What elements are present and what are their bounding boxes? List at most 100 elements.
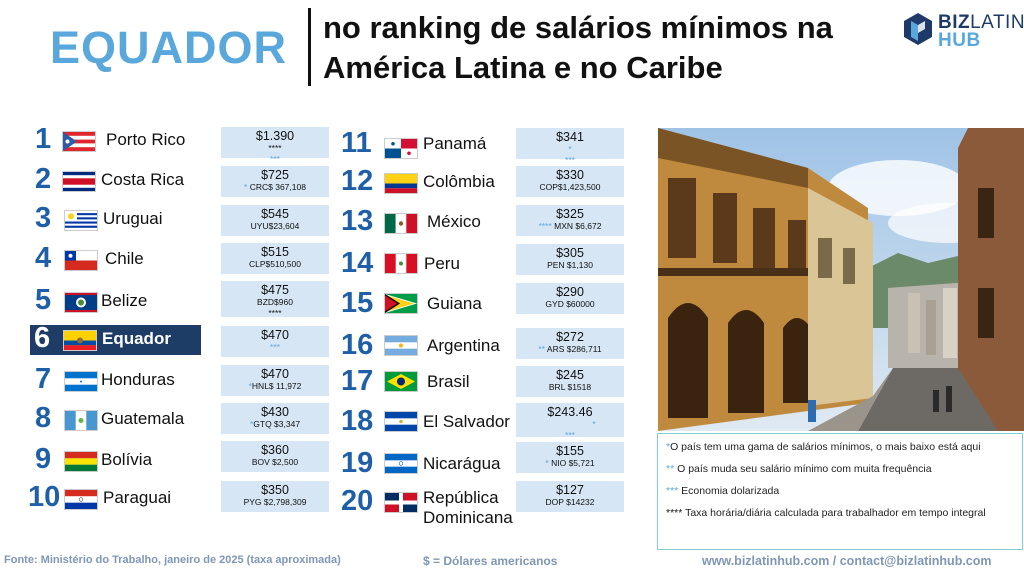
note-4: **** Taxa horária/diária calculada para … [666, 507, 986, 519]
wage-usd: $430 [261, 405, 289, 419]
ranking-row: 9 Bolívia [35, 443, 330, 476]
wage-box: $272 ** ARS $286,711 [516, 328, 624, 359]
wage-local: * CRC$ 367,108 [244, 182, 306, 192]
ranking-row: 5 Belize [35, 284, 330, 317]
wage-stars: **** [565, 144, 575, 165]
rank-number: 7 [35, 363, 52, 395]
flag-guatemala-icon [65, 411, 97, 430]
flag-belize-icon [65, 293, 97, 312]
wage-box: $515 CLP$510,500 [221, 243, 329, 274]
rank-number: 8 [35, 402, 52, 434]
wage-usd: $725 [261, 168, 289, 182]
wage-box: $545 UYU$23,604 [221, 205, 329, 236]
rank-number: 2 [35, 163, 52, 195]
wage-local: *HNL$ 11,972 [248, 381, 302, 391]
country-name: Belize [101, 291, 148, 310]
wage-usd: $325 [556, 207, 584, 221]
country-name: Uruguai [103, 209, 163, 228]
wage-usd: $350 [261, 483, 289, 497]
rank-number: 17 [341, 365, 374, 397]
wage-local: **** MXN $6,672 [538, 221, 602, 231]
country-name: Equador [102, 329, 171, 348]
wage-usd: $360 [261, 443, 289, 457]
wage-box: $341 * *** [516, 128, 624, 165]
ranking-row: 1 Porto Rico [35, 123, 330, 156]
country-name: Peru [424, 254, 460, 273]
flag-ecuador-icon [64, 331, 96, 350]
country-name: Brasil [427, 372, 470, 391]
wage-box: $475 BZD$960 **** [221, 281, 329, 318]
wage-stars: **** *** [268, 143, 282, 164]
country-name: México [427, 212, 481, 231]
wage-stars: *** [270, 342, 280, 352]
ranking-row: 12 Colômbia [341, 165, 631, 198]
country-name: Colômbia [423, 172, 495, 191]
wage-local: PEN $1,130 [547, 260, 593, 270]
logo-mark-icon [904, 13, 932, 45]
flag-chile-icon [65, 251, 97, 270]
wage-box: $1.390 **** *** [221, 127, 329, 164]
rank-number: 19 [341, 447, 374, 479]
flag-uruguay-icon [65, 211, 97, 230]
ranking-row: 11 Panamá [341, 127, 631, 160]
ranking-row: 18 El Salvador [341, 405, 631, 438]
wage-usd: $545 [261, 207, 289, 221]
footer-contact[interactable]: www.bizlatinhub.com / contact@bizlatinhu… [702, 554, 992, 568]
wage-box: $470 *HNL$ 11,972 [221, 365, 329, 396]
wage-box: $725 * CRC$ 367,108 [221, 166, 329, 197]
country-name: Argentina [427, 336, 500, 355]
ranking-row: 13 México [341, 205, 631, 238]
wage-local: * NIO $5,721 [545, 458, 595, 468]
flag-colombia-icon [385, 174, 417, 193]
wage-usd: $243.46 [547, 405, 593, 419]
wage-box: $430 *GTQ $3,347 [221, 403, 329, 434]
wage-box: $127 DOP $14232 [516, 481, 624, 512]
country-heading: EQUADOR [50, 22, 288, 73]
legend-notes: *O país tem uma gama de salários mínimos… [657, 433, 1023, 550]
rank-number: 18 [341, 405, 374, 437]
flag-paraguay-icon [65, 490, 97, 509]
rank-number: 13 [341, 205, 374, 237]
wage-stars: **** [565, 419, 596, 440]
flag-panama-icon [385, 139, 417, 158]
rank-number: 20 [341, 485, 374, 517]
wage-box: $290 GYD $60000 [516, 283, 624, 314]
wage-local: PYG $2,798,309 [243, 497, 307, 507]
country-name: Bolívia [101, 450, 153, 469]
country-name: República Dominicana [423, 488, 513, 527]
wage-box: $470 *** [221, 326, 329, 357]
wage-box: $325 **** MXN $6,672 [516, 205, 624, 236]
ranking-row: 20 República Dominicana [341, 485, 631, 532]
country-name: Panamá [423, 134, 487, 153]
title-line-1: no ranking de salários mínimos na [323, 10, 833, 45]
ranking-row: 8 Guatemala [35, 402, 330, 435]
rank-number: 6 [34, 322, 51, 354]
country-name: Nicarágua [423, 454, 501, 473]
page-title: no ranking de salários mínimos na Améric… [323, 8, 883, 88]
flag-argentina-icon [385, 336, 417, 355]
wage-box: $350 PYG $2,798,309 [221, 481, 329, 512]
wage-usd: $155 [556, 444, 584, 458]
ranking-row: 19 Nicarágua [341, 447, 631, 480]
country-name: Chile [105, 249, 144, 268]
rank-number: 15 [341, 287, 374, 319]
rank-number: 14 [341, 247, 374, 279]
logo-text-top: BIZLATIN [938, 12, 1024, 33]
wage-usd: $330 [556, 168, 584, 182]
rank-number: 11 [341, 127, 372, 159]
wage-usd: $515 [261, 245, 289, 259]
rank-number: 10 [28, 481, 61, 513]
country-name: Costa Rica [101, 170, 185, 189]
rank-number: 1 [35, 123, 52, 155]
wage-usd: $290 [556, 285, 584, 299]
street-photo [658, 128, 1024, 431]
wage-local: UYU$23,604 [250, 221, 300, 231]
wage-local: BOV $2,500 [251, 457, 299, 467]
flag-mexico-icon [385, 214, 417, 233]
wage-box: $330 COP$1,423,500 [516, 166, 624, 197]
wage-usd: $470 [261, 367, 289, 381]
wage-usd: $475 [261, 283, 289, 297]
wage-local: GYD $60000 [545, 299, 595, 309]
rank-number: 5 [35, 284, 52, 316]
ranking-row: 10 Paraguai [28, 481, 330, 514]
